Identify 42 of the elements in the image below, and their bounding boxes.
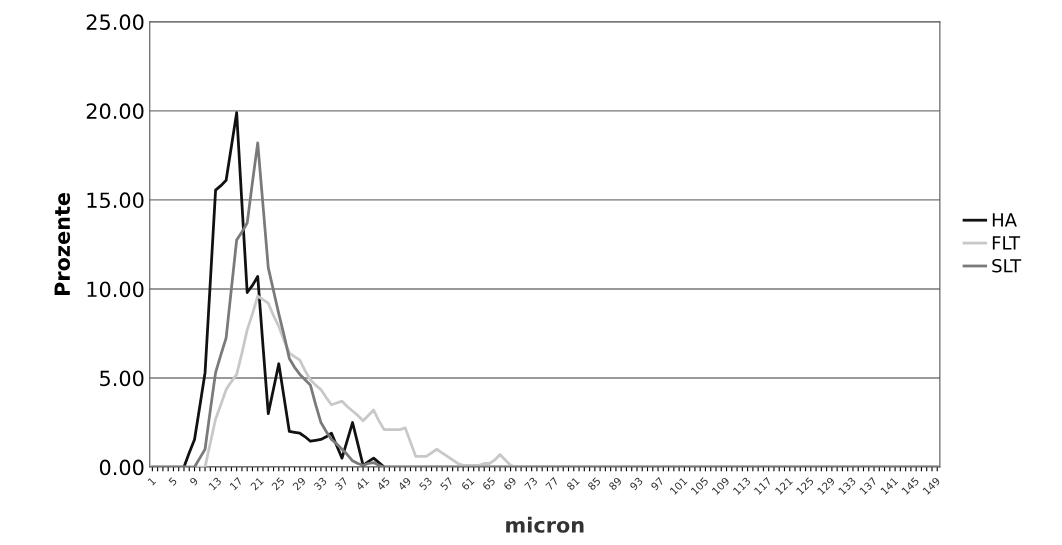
x-tick-label: 141 <box>880 477 899 495</box>
x-tick-label: 61 <box>460 476 475 491</box>
legend-label: HA <box>992 213 1017 227</box>
x-tick-label: 13 <box>208 476 222 491</box>
legend-label: SLT <box>992 258 1022 273</box>
x-tick-label: 33 <box>313 476 328 491</box>
x-tick-label: 49 <box>397 476 412 491</box>
legend-label: FLT <box>992 236 1021 250</box>
y-tick-label: 20.00 <box>86 103 144 120</box>
x-tick-label: 9 <box>189 476 199 487</box>
x-tick-label: 45 <box>376 476 391 491</box>
x-tick-label: 97 <box>650 476 665 491</box>
x-tick-label: 37 <box>334 476 349 491</box>
x-tick-label: 101 <box>669 476 688 496</box>
x-tick-label: 93 <box>629 476 644 491</box>
x-tick-label: 25 <box>271 476 285 491</box>
y-tick-label: 15.00 <box>87 192 144 209</box>
x-tick-label: 1 <box>147 477 157 486</box>
x-tick-label: 21 <box>250 476 264 491</box>
y-tick-label: 10.00 <box>87 281 144 298</box>
x-tick-label: 17 <box>229 476 243 491</box>
x-tick-label: 129 <box>816 476 836 496</box>
y-tick-label: 25.00 <box>86 14 144 31</box>
x-tick-label: 81 <box>566 476 580 491</box>
x-tick-label: 53 <box>418 476 433 491</box>
x-tick-label: 85 <box>587 476 602 491</box>
x-tick-label: 69 <box>502 476 517 491</box>
x-tick-label: 57 <box>439 476 454 491</box>
x-tick-label: 73 <box>524 476 538 491</box>
y-axis-title: Prozente <box>54 192 71 296</box>
x-tick-label: 77 <box>545 476 559 491</box>
y-tick-label: 5.00 <box>100 370 144 387</box>
x-tick-label: 89 <box>608 476 623 491</box>
x-axis-title: micron <box>506 516 584 533</box>
x-tick-label: 29 <box>292 476 307 491</box>
x-tick-label: 41 <box>355 477 370 491</box>
x-tick-label: 109 <box>711 476 730 496</box>
x-tick-label: 5 <box>168 476 178 486</box>
y-tick-label: 0.00 <box>99 459 144 476</box>
x-tick-label: 149 <box>922 476 941 496</box>
x-tick-label: 65 <box>481 476 496 491</box>
x-tick-label: 121 <box>774 476 793 495</box>
